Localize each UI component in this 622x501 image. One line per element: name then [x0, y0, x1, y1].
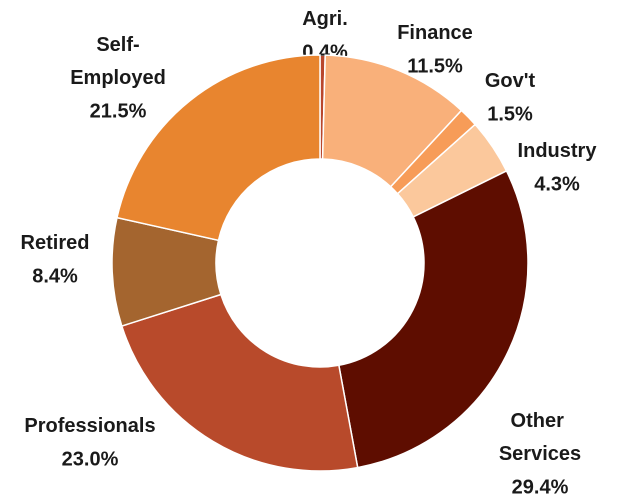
slice-label-line: Gov't [485, 70, 536, 92]
slice-value-label: 23.0% [62, 448, 119, 470]
donut-slice [116, 54, 321, 242]
slice-label: Professionals [24, 415, 155, 437]
slice-label-line: Self- [96, 34, 139, 56]
slice-label: Industry [518, 140, 598, 162]
slice-label: Self- Employed [70, 34, 166, 89]
slice-value-label: 11.5% [407, 55, 463, 77]
slice-label-line: Professionals [24, 415, 155, 437]
slice-label-line: Retired [21, 232, 90, 254]
slice-label-line: Employed [70, 67, 166, 89]
slice-label-line: Services [499, 443, 581, 465]
slice-value-label: 8.4% [32, 265, 78, 287]
slice-label-line: Agri. [302, 8, 348, 30]
slice-label: Finance [397, 22, 473, 44]
slice-label: Other Services [499, 410, 581, 465]
slice-label: Agri. [302, 8, 348, 30]
donut-slice [120, 293, 359, 472]
slice-value-label: 4.3% [534, 173, 580, 195]
slice-label-line: Finance [397, 22, 473, 44]
donut-slice [337, 169, 529, 469]
slice-label: Retired [21, 232, 90, 254]
slice-label-line: Industry [518, 140, 598, 162]
slice-label-line: Other [511, 410, 570, 432]
slice-label: Gov't [485, 70, 536, 92]
slice-value-label: 29.4% [512, 476, 569, 498]
slice-value-label: 21.5% [90, 100, 147, 122]
slice-value-label: 1.5% [487, 103, 533, 125]
